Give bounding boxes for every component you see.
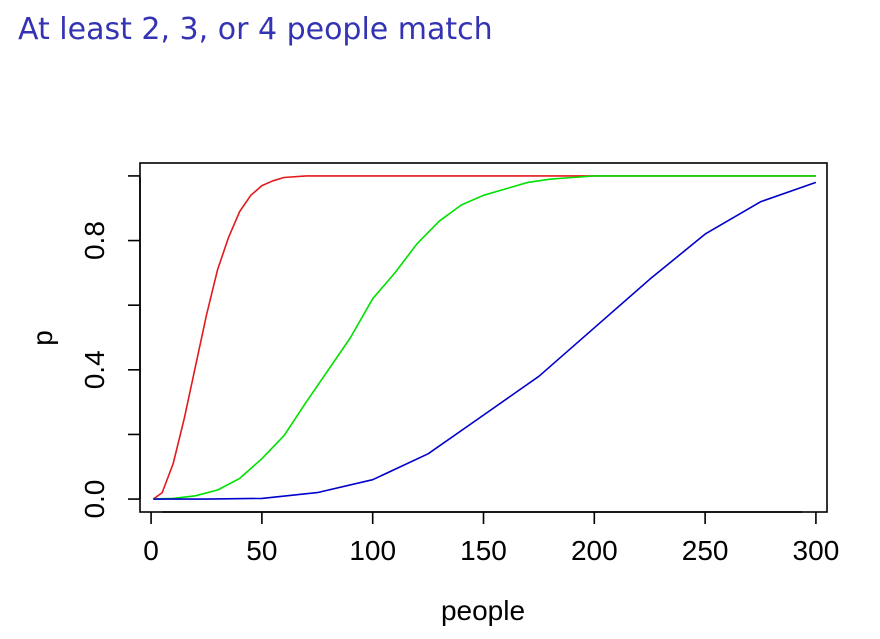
plot-frame bbox=[139, 162, 828, 513]
series-line-2 bbox=[153, 175, 816, 500]
x-tick-label: 0 bbox=[143, 535, 159, 566]
x-axis-label: people bbox=[441, 595, 525, 626]
y-axis-label: p bbox=[27, 330, 58, 346]
x-ticks: 0 50 100 150 200 250 300 bbox=[143, 512, 839, 566]
y-tick-label: 0.4 bbox=[79, 350, 110, 389]
x-tick-label: 100 bbox=[349, 535, 396, 566]
series-line-1 bbox=[152, 175, 816, 500]
x-tick-label: 150 bbox=[460, 535, 507, 566]
y-tick-label: 0.0 bbox=[79, 480, 110, 519]
x-tick-label: 200 bbox=[571, 535, 618, 566]
series-line-3 bbox=[153, 181, 817, 500]
x-tick-label: 50 bbox=[246, 535, 277, 566]
y-ticks: 0.0 0.4 0.8 bbox=[79, 175, 140, 519]
x-tick-label: 250 bbox=[682, 535, 729, 566]
y-tick-label: 0.8 bbox=[79, 221, 110, 260]
slide-title: At least 2, 3, or 4 people match bbox=[18, 12, 493, 47]
x-tick-label: 300 bbox=[793, 535, 840, 566]
series-group bbox=[152, 175, 817, 500]
